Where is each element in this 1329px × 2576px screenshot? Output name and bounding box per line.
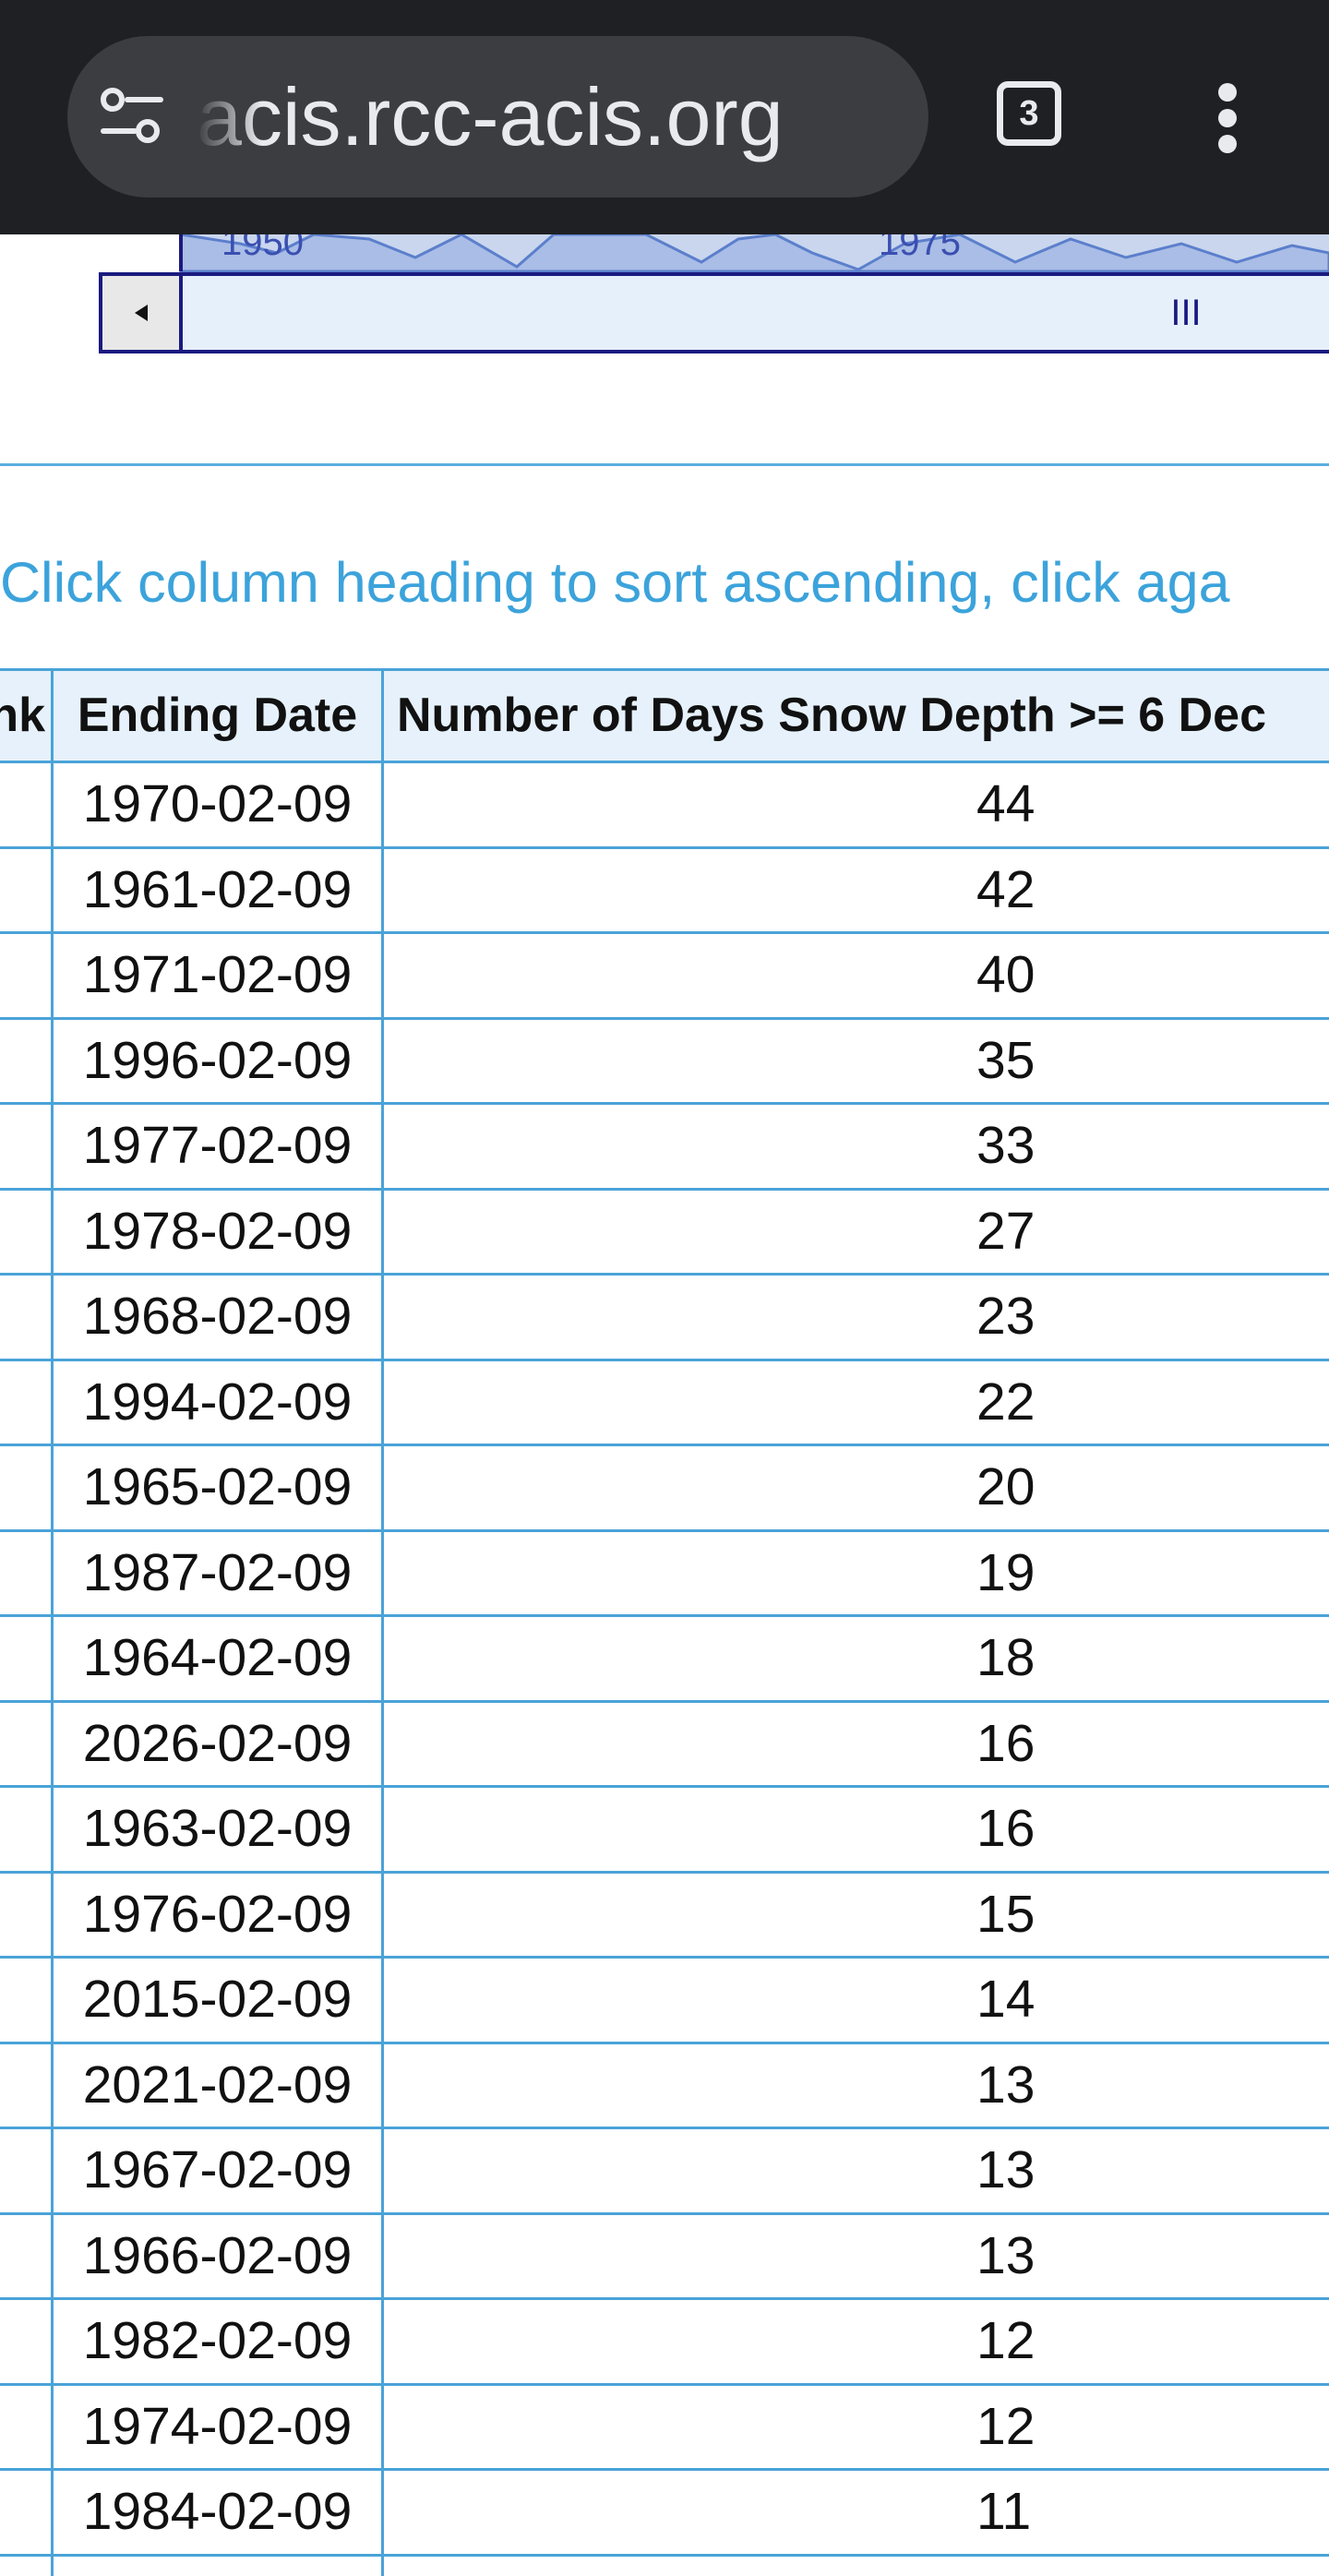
value-cell: 22 (381, 1358, 1329, 1446)
browser-toolbar: acis.rcc-acis.org 3 (0, 0, 1329, 234)
navigator-svg: 1950 1975 III (99, 234, 1329, 353)
value-cell: 13 (381, 2041, 1329, 2129)
value-cell: 13 (381, 2127, 1329, 2215)
date-cell: 1968-02-09 (51, 1273, 384, 1361)
value-cell: 33 (381, 1102, 1329, 1191)
rank-cell (0, 1699, 54, 1788)
navigator-label: 1950 (222, 234, 304, 263)
rank-cell (0, 1444, 54, 1532)
date-cell: 1966-02-09 (51, 2211, 384, 2300)
date-cell: 1974-02-09 (51, 2382, 384, 2471)
date-cell: 1967-02-09 (51, 2127, 384, 2215)
rank-cell (0, 2211, 54, 2300)
value-cell: 23 (381, 1273, 1329, 1361)
rank-cell (0, 2382, 54, 2471)
navigator-label: 1975 (879, 234, 961, 263)
rank-cell (0, 2297, 54, 2386)
rank-cell (0, 761, 54, 849)
date-cell: 1996-02-09 (51, 1016, 384, 1105)
date-cell: 1971-02-09 (51, 931, 384, 1020)
scroll-left-button[interactable] (99, 272, 183, 353)
value-cell: 19 (381, 1528, 1329, 1617)
value-cell: 14 (381, 1956, 1329, 2044)
column-header[interactable]: Ending Date (51, 668, 384, 763)
column-header[interactable]: Number of Days Snow Depth >= 6 Dec (381, 668, 1329, 763)
rank-cell (0, 1102, 54, 1191)
value-cell: 16 (381, 1699, 1329, 1788)
value-cell: 12 (381, 2382, 1329, 2471)
date-cell: 2015-02-09 (51, 1956, 384, 2044)
scrollbar[interactable] (99, 272, 1329, 353)
instructions: Click column heading to sort ascending, … (0, 551, 1230, 614)
value-cell: 42 (381, 845, 1329, 934)
value-cell: 11 (381, 2468, 1329, 2557)
rank-cell (0, 1956, 54, 2044)
rank-cell (0, 1358, 54, 1446)
rank-cell (0, 1870, 54, 1959)
arrow-icon (135, 305, 148, 321)
rank-cell (0, 2041, 54, 2129)
chart-navigator: 1950 1975 III (0, 234, 1329, 354)
rank-cell (0, 1528, 54, 1617)
value-cell: 27 (381, 1187, 1329, 1276)
rank-cell (0, 1016, 54, 1105)
rank-cell (0, 845, 54, 934)
rank-cell (0, 931, 54, 1020)
address-bar[interactable]: acis.rcc-acis.org (67, 36, 928, 198)
rank-cell (0, 2553, 54, 2576)
value-cell: 16 (381, 1785, 1329, 1874)
date-cell: 1976-02-09 (51, 1870, 384, 1959)
menu-dot[interactable] (1218, 83, 1237, 102)
date-cell: 1994-02-09 (51, 1358, 384, 1446)
date-cell: 1965-02-09 (51, 1444, 384, 1532)
value-cell: 10 (381, 2553, 1329, 2576)
date-cell: 2021-02-09 (51, 2041, 384, 2129)
rank-cell (0, 1785, 54, 1874)
date-cell: 1978-02-09 (51, 1187, 384, 1276)
date-cell: 1970-02-09 (51, 761, 384, 849)
date-cell: 1961-02-09 (51, 845, 384, 934)
date-cell: 1982-02-09 (51, 2297, 384, 2386)
menu-dot[interactable] (1218, 135, 1237, 153)
date-cell: 2026-02-09 (51, 1699, 384, 1788)
date-cell: 1963-02-09 (51, 1785, 384, 1874)
value-cell: 20 (381, 1444, 1329, 1532)
date-cell: 1984-02-09 (51, 2468, 384, 2557)
scroll-grip[interactable]: III (1170, 293, 1201, 333)
rank-cell (0, 1614, 54, 1703)
site-info-icon[interactable] (100, 87, 164, 147)
date-cell: 1987-02-09 (51, 1528, 384, 1617)
column-header[interactable]: nk (0, 668, 54, 763)
date-cell: 1964-02-09 (51, 1614, 384, 1703)
rank-cell (0, 1187, 54, 1276)
tab-switcher[interactable]: 3 (997, 81, 1061, 146)
url-fade (197, 36, 261, 198)
date-cell: 1977-02-09 (51, 1102, 384, 1191)
value-cell: 35 (381, 1016, 1329, 1105)
rank-cell (0, 2468, 54, 2557)
value-cell: 15 (381, 1870, 1329, 1959)
value-cell: 44 (381, 761, 1329, 849)
value-cell: 40 (381, 931, 1329, 1020)
rank-cell (0, 1273, 54, 1361)
rank-cell (0, 2127, 54, 2215)
url-text[interactable]: acis.rcc-acis.org (197, 71, 784, 162)
divider (0, 463, 1329, 466)
date-cell: 2014-02-09 (51, 2553, 384, 2576)
value-cell: 13 (381, 2211, 1329, 2300)
value-cell: 18 (381, 1614, 1329, 1703)
value-cell: 12 (381, 2297, 1329, 2386)
menu-dot[interactable] (1218, 109, 1237, 127)
